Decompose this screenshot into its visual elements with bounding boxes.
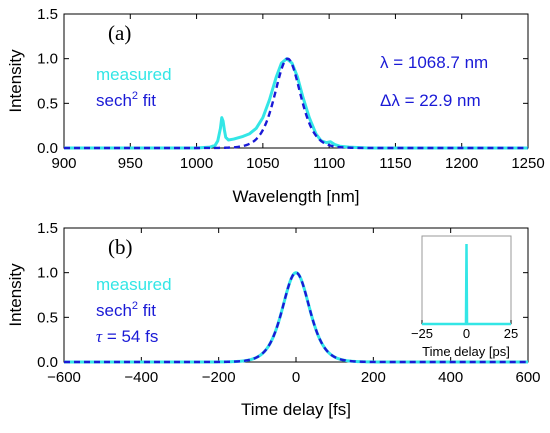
panel-b-y-ticks: 0.0 0.5 1.0 1.5 — [37, 220, 528, 371]
panel-b-legend-fit-rest: fit — [138, 301, 156, 320]
panel-a-legend-measured: measured — [96, 65, 172, 84]
inset-x-ticks: −25 0 25 — [411, 320, 518, 341]
panel-b-x-tick-label: −600 — [47, 369, 81, 386]
inset-plot-area — [422, 243, 511, 326]
panel-b-x-tick-label: 200 — [361, 369, 386, 386]
panel-a-frame — [63, 13, 529, 149]
panel-b-x-axis-title: Time delay [fs] — [241, 400, 351, 419]
panel-a-x-ticks: 900 950 1000 1050 1100 1150 1200 1250 — [51, 14, 545, 172]
panel-a-y-tick-label: 1.0 — [37, 51, 58, 68]
panel-b-x-tick-label: −400 — [124, 369, 158, 386]
panel-b-legend-measured: measured — [96, 275, 172, 294]
panel-b-legend-fit: sech2 fit — [96, 300, 156, 320]
panel-a-x-tick-label: 1100 — [313, 155, 345, 172]
panel-a-y-axis-title: Intensity — [6, 49, 25, 113]
panel-a-x-tick-label: 950 — [118, 155, 143, 172]
panel-b-x-tick-label: 0 — [292, 369, 300, 386]
panel-a-x-tick-label: 1000 — [180, 155, 213, 172]
panel-b-y-tick-label: 1.0 — [37, 265, 58, 282]
panel-b-series-fit-line — [63, 271, 529, 364]
panel-b-y-tick-label: 0.5 — [37, 309, 58, 326]
panel-a-x-tick-label: 1050 — [246, 155, 279, 172]
inset-x-tick-label: 0 — [463, 326, 470, 341]
panel-b-x-ticks: −600 −400 −200 0 200 400 600 — [47, 228, 541, 386]
panel-b-label: (b) — [108, 235, 133, 259]
panel-b-inset: −25 0 25 Time delay [ps] — [411, 235, 518, 359]
panel-a-x-axis-title: Wavelength [nm] — [233, 187, 360, 206]
inset-x-axis-title: Time delay [ps] — [422, 344, 510, 359]
panel-b-legend-fit-main: sech — [96, 301, 132, 320]
panel-b-legend-fit-sup: 2 — [132, 300, 138, 312]
panel-b-y-axis-title: Intensity — [6, 263, 25, 327]
panel-a-annotation-lambda: λ = 1068.7 nm — [380, 53, 488, 72]
panel-a-series-measured-line — [64, 57, 528, 150]
panel-b-annotation-tau-symbol: τ — [96, 327, 103, 346]
panel-a-y-ticks: 0.0 0.5 1.0 1.5 — [37, 6, 528, 157]
panel-b-x-tick-label: 400 — [438, 369, 463, 386]
panel-a-x-tick-label: 1150 — [379, 155, 411, 172]
inset-series-measured-line — [422, 243, 511, 326]
panel-a-y-tick-label: 0.5 — [37, 95, 58, 112]
panel-b-y-tick-label: 1.5 — [37, 220, 58, 237]
panel-a-legend-fit-main: sech — [96, 91, 132, 110]
panel-a-y-tick-label: 0.0 — [37, 140, 58, 157]
panel-a-legend-fit-rest: fit — [138, 91, 156, 110]
panel-a-label: (a) — [108, 21, 131, 45]
panel-a: 0.0 0.5 1.0 1.5 900 950 1000 1050 1100 1150 1200 1… — [6, 6, 545, 206]
panel-a-legend-fit: sech2 fit — [96, 90, 156, 110]
panel-a-plot-area — [63, 57, 529, 150]
panel-b-x-tick-label: −200 — [202, 369, 236, 386]
panel-b-x-tick-label: 600 — [515, 369, 540, 386]
panel-a-series-fit-line — [63, 57, 529, 150]
panel-a-legend-fit-sup: 2 — [132, 90, 138, 102]
panel-a-x-tick-label: 1200 — [445, 155, 478, 172]
panel-a-annotation-dlambda: Δλ = 22.9 nm — [380, 91, 481, 110]
panel-a-x-tick-label: 900 — [51, 155, 76, 172]
panel-b-annotation-tau: τ = 54 fs — [96, 327, 158, 346]
panel-b-annotation-tau-value: = 54 fs — [102, 327, 158, 346]
inset-x-tick-label: −25 — [411, 326, 433, 341]
panel-b: 0.00.51.01.5 −600 −400 −200 0 200 400 600 (b) … — [6, 220, 541, 419]
panel-b-y-tick-label: 0.0 — [37, 354, 58, 371]
panel-b-plot-area — [63, 271, 529, 364]
panel-a-y-tick-label: 1.5 — [37, 6, 58, 23]
inset-x-tick-label: 25 — [504, 326, 518, 341]
panel-a-x-tick-label: 1250 — [511, 155, 544, 172]
